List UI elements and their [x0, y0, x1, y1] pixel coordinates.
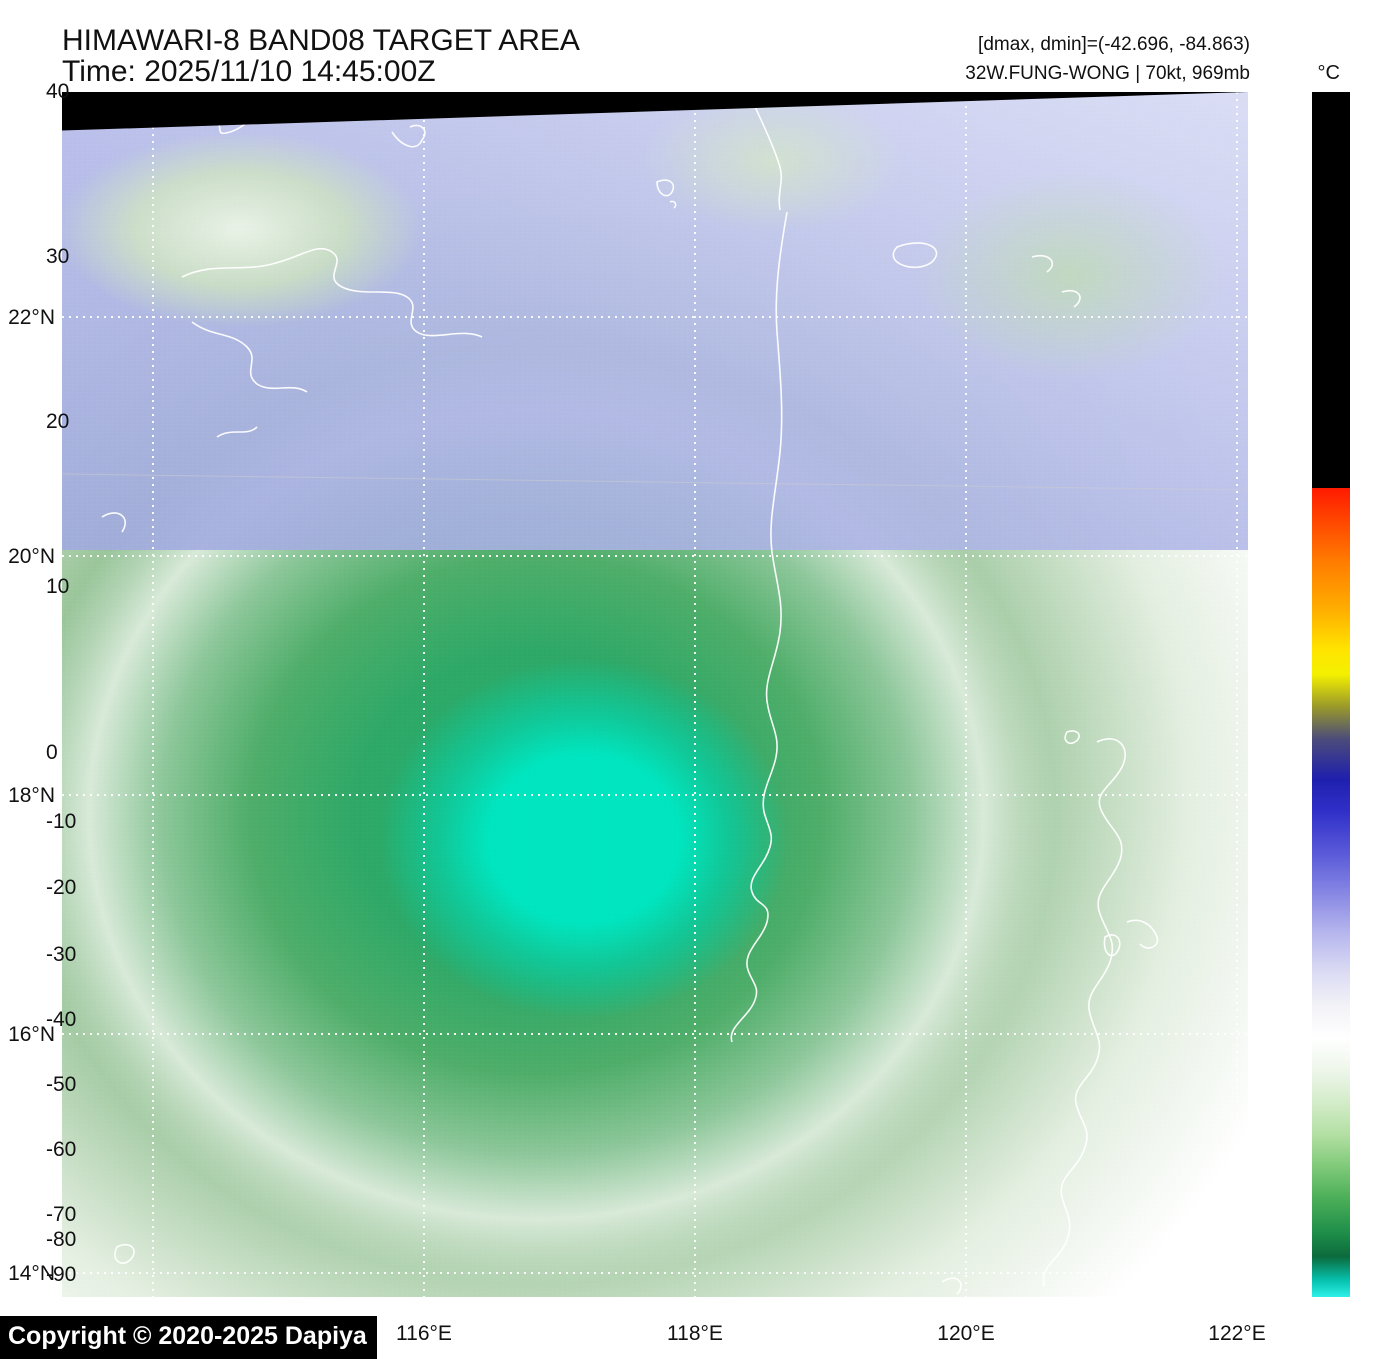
y-tick-22: 22°N	[0, 306, 55, 330]
satellite-image-panel[interactable]	[62, 92, 1248, 1297]
cbar-tick-30: 30	[46, 245, 69, 269]
map-overlay-svg	[62, 92, 1248, 1297]
cbar-tick-m50: -50	[46, 1073, 76, 1097]
x-tick-120: 120°E	[937, 1322, 994, 1346]
storm-info-label: 32W.FUNG-WONG | 70kt, 969mb	[965, 59, 1250, 88]
dmax-dmin-label: [dmax, dmin]=(-42.696, -84.863)	[965, 30, 1250, 59]
cbar-tick-m20: -20	[46, 876, 76, 900]
cbar-tick-m30: -30	[46, 943, 76, 967]
cbar-tick-m90: -90	[46, 1263, 76, 1287]
page-title: HIMAWARI-8 BAND08 TARGET AREA	[62, 22, 580, 60]
cbar-tick-20: 20	[46, 410, 69, 434]
cbar-tick-0: 0	[46, 741, 58, 765]
copyright-label: Copyright © 2020-2025 Dapiya	[0, 1316, 377, 1359]
colorbar-black-section	[1312, 92, 1350, 488]
cbar-tick-40: 40	[46, 80, 69, 104]
colorbar-gradient-section	[1312, 488, 1350, 1297]
cbar-tick-10: 10	[46, 575, 69, 599]
cbar-tick-m10: -10	[46, 810, 76, 834]
x-tick-116: 116°E	[396, 1322, 452, 1346]
y-tick-18: 18°N	[0, 784, 55, 808]
cbar-tick-m70: -70	[46, 1203, 76, 1227]
y-tick-20: 20°N	[0, 545, 55, 569]
cbar-tick-m40: -40	[46, 1008, 76, 1032]
page-timestamp: Time: 2025/11/10 14:45:00Z	[62, 55, 436, 89]
x-tick-122: 122°E	[1208, 1322, 1265, 1346]
header-info-block: [dmax, dmin]=(-42.696, -84.863) 32W.FUNG…	[965, 30, 1250, 89]
unit-label: °C	[1318, 62, 1340, 85]
cbar-tick-m60: -60	[46, 1138, 76, 1162]
cbar-tick-m80: -80	[46, 1228, 76, 1252]
himawari-satellite-panel: HIMAWARI-8 BAND08 TARGET AREA Time: 2025…	[0, 0, 1390, 1359]
x-tick-118: 118°E	[667, 1322, 723, 1346]
colorbar[interactable]	[1312, 92, 1350, 1297]
